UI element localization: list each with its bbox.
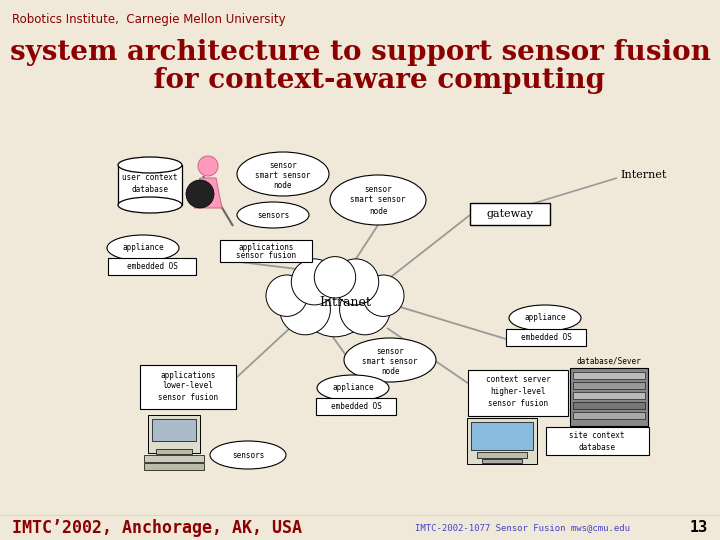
Bar [108, 258, 196, 275]
Bar [477, 452, 527, 458]
Ellipse shape [118, 157, 182, 173]
Text: smart sensor: smart sensor [362, 356, 418, 366]
Bar [470, 203, 550, 225]
Ellipse shape [330, 175, 426, 225]
Bar [140, 365, 236, 409]
Text: gateway: gateway [487, 209, 534, 219]
Text: embedded OS: embedded OS [330, 402, 382, 411]
Text: sensor: sensor [269, 160, 297, 170]
Circle shape [333, 259, 379, 305]
Bar [468, 370, 568, 416]
Circle shape [198, 156, 218, 176]
Text: appliance: appliance [332, 383, 374, 393]
Text: embedded OS: embedded OS [521, 333, 572, 342]
Text: applications: applications [238, 242, 294, 252]
Text: system architecture to support sensor fusion: system architecture to support sensor fu… [9, 38, 711, 65]
Ellipse shape [317, 375, 389, 401]
Bar [506, 329, 586, 346]
Bar [546, 427, 649, 455]
Text: appliance: appliance [524, 314, 566, 322]
Bar [573, 382, 645, 389]
Bar [144, 463, 204, 470]
Bar [570, 368, 648, 426]
Circle shape [298, 263, 372, 337]
Circle shape [292, 259, 337, 305]
Bar [482, 459, 522, 463]
Text: node: node [369, 206, 387, 215]
Text: appliance: appliance [122, 244, 164, 253]
Text: 13: 13 [690, 521, 708, 536]
Bar [118, 165, 182, 205]
Bar [316, 398, 396, 415]
Text: higher-level: higher-level [490, 388, 546, 396]
Text: user context: user context [122, 172, 178, 181]
Bar [471, 422, 533, 450]
Text: applications: applications [161, 370, 216, 380]
Text: IMTC’2002, Anchorage, AK, USA: IMTC’2002, Anchorage, AK, USA [12, 519, 302, 537]
Circle shape [280, 284, 330, 335]
Bar [152, 419, 196, 441]
Bar [573, 412, 645, 419]
Text: database/Sever: database/Sever [577, 356, 642, 366]
Circle shape [186, 180, 214, 208]
Circle shape [315, 256, 356, 298]
Bar [148, 415, 200, 453]
Text: for context-aware computing: for context-aware computing [115, 66, 605, 93]
Ellipse shape [237, 152, 329, 196]
Bar [467, 418, 537, 464]
Text: embedded OS: embedded OS [127, 262, 177, 271]
Ellipse shape [210, 441, 286, 469]
Text: node: node [274, 180, 292, 190]
Text: sensor fusion: sensor fusion [236, 252, 296, 260]
Text: database: database [132, 185, 168, 193]
Text: lower-level: lower-level [163, 381, 213, 390]
Ellipse shape [237, 202, 309, 228]
Text: sensor fusion: sensor fusion [488, 400, 548, 408]
Text: smart sensor: smart sensor [350, 195, 406, 205]
Text: site context: site context [570, 431, 625, 441]
Bar [220, 240, 312, 262]
Circle shape [363, 275, 404, 316]
Text: sensor: sensor [364, 185, 392, 193]
Bar [573, 372, 645, 379]
Ellipse shape [509, 305, 581, 331]
Bar [156, 449, 192, 454]
Ellipse shape [118, 197, 182, 213]
Polygon shape [194, 178, 222, 208]
Text: smart sensor: smart sensor [256, 171, 311, 179]
Ellipse shape [107, 235, 179, 261]
Text: IMTC-2002-1077 Sensor Fusion mws@cmu.edu: IMTC-2002-1077 Sensor Fusion mws@cmu.edu [415, 523, 630, 532]
Text: context server: context server [485, 375, 550, 384]
Text: Robotics Institute,  Carnegie Mellon University: Robotics Institute, Carnegie Mellon Univ… [12, 13, 286, 26]
Bar [573, 402, 645, 409]
Text: database: database [578, 442, 616, 451]
Text: sensors: sensors [232, 450, 264, 460]
Text: sensors: sensors [257, 211, 289, 219]
Text: node: node [381, 367, 400, 375]
Text: sensor fusion: sensor fusion [158, 394, 218, 402]
Bar [144, 455, 204, 462]
Text: Intranet: Intranet [319, 296, 371, 309]
Ellipse shape [344, 338, 436, 382]
Bar [573, 392, 645, 399]
Circle shape [340, 284, 390, 335]
Circle shape [266, 275, 307, 316]
Text: sensor: sensor [376, 347, 404, 355]
Text: Internet: Internet [620, 170, 667, 180]
